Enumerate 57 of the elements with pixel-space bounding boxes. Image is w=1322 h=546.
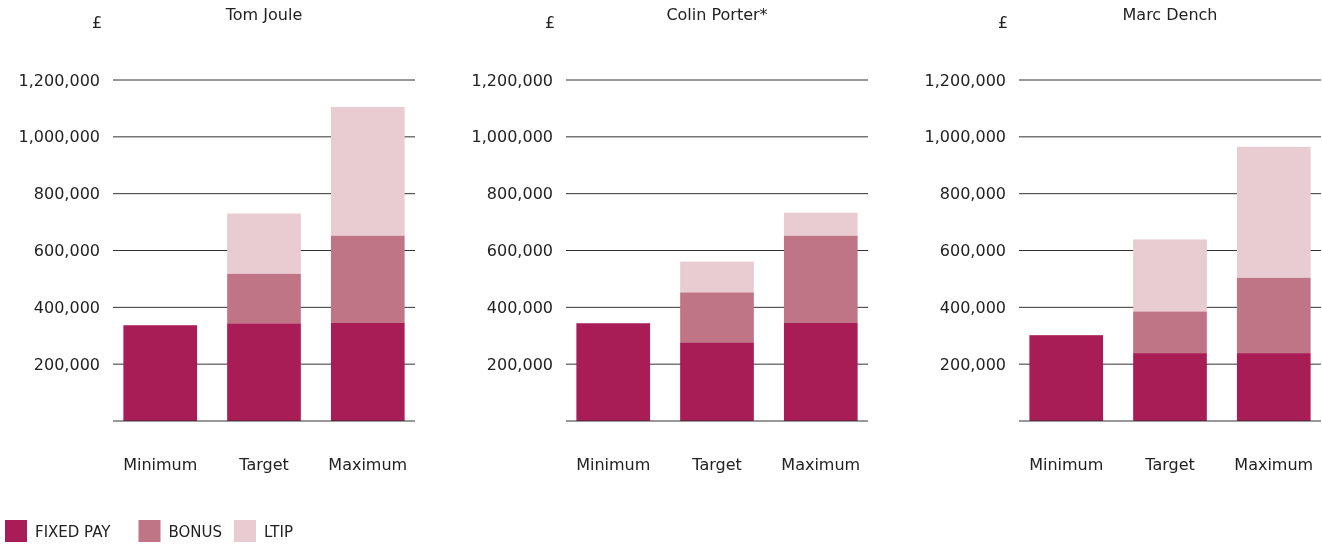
y-axis-title: £ (91, 13, 103, 32)
bar (1133, 239, 1207, 312)
x-tick-label: Target (1144, 455, 1195, 474)
bar (330, 235, 405, 323)
x-tick-label: Target (691, 455, 742, 474)
y-tick-label: 1,000,000 (18, 127, 100, 147)
bar (330, 107, 405, 236)
legend-label: BONUS (168, 523, 223, 541)
y-tick-label: 600,000 (486, 241, 553, 261)
y-tick-label: 1,000,000 (924, 127, 1006, 147)
y-tick-label: 800,000 (486, 184, 553, 204)
legend-label: LTIP (264, 523, 293, 541)
y-tick-label: 400,000 (486, 297, 553, 317)
x-tick-label: Maximum (328, 455, 408, 474)
y-axis-title: £ (997, 13, 1009, 32)
y-tick-label: 800,000 (939, 184, 1006, 204)
y-tick-label: 1,000,000 (471, 127, 553, 147)
bar (227, 323, 301, 421)
bar (680, 342, 754, 421)
y-tick-label: 600,000 (33, 241, 100, 261)
chart-title: Colin Porter* (666, 5, 768, 24)
y-tick-label: 1,200,000 (471, 70, 553, 90)
x-tick-label: Target (238, 455, 289, 474)
bar (783, 212, 858, 236)
x-tick-label: Maximum (1234, 455, 1314, 474)
bar (680, 292, 754, 343)
x-tick-label: Maximum (781, 455, 861, 474)
x-tick-label: Minimum (1029, 455, 1104, 474)
y-tick-label: 1,200,000 (924, 70, 1006, 90)
x-tick-label: Minimum (576, 455, 651, 474)
bar (227, 213, 301, 274)
bar (1029, 335, 1104, 421)
legend-label: FIXED PAY (35, 523, 112, 541)
bar (680, 261, 754, 293)
bar (576, 323, 651, 421)
y-tick-label: 1,200,000 (18, 70, 100, 90)
chart-title: Tom Joule (224, 5, 303, 24)
y-tick-label: 200,000 (33, 354, 100, 374)
y-tick-label: 600,000 (939, 241, 1006, 261)
x-tick-label: Minimum (123, 455, 198, 474)
bar (1133, 311, 1207, 354)
bar (783, 322, 858, 421)
bar (227, 273, 301, 324)
bar (1236, 353, 1311, 421)
bar (330, 322, 405, 421)
y-tick-label: 800,000 (33, 184, 100, 204)
bar (783, 235, 858, 323)
bar (123, 325, 198, 421)
y-tick-label: 200,000 (939, 354, 1006, 374)
y-axis-title: £ (544, 13, 556, 32)
bar (1236, 277, 1311, 354)
y-tick-label: 400,000 (939, 297, 1006, 317)
bar (1236, 146, 1311, 278)
bar (1133, 353, 1207, 421)
y-tick-label: 200,000 (486, 354, 553, 374)
y-tick-label: 400,000 (33, 297, 100, 317)
chart-title: Marc Dench (1122, 5, 1218, 24)
